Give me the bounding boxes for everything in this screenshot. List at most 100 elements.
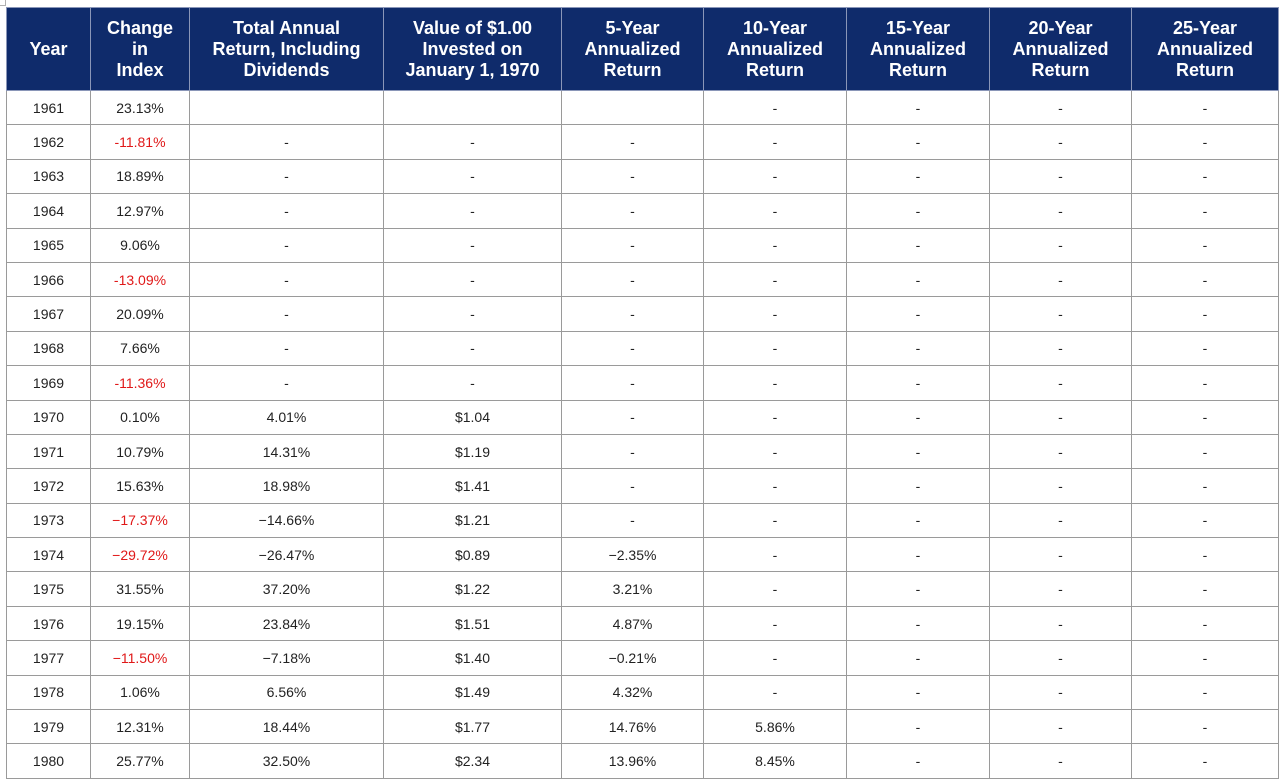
cell-10-year-return: - xyxy=(703,502,847,539)
table-row: 1971 10.79% 14.31% $1.19- - - - - xyxy=(6,433,1279,470)
cell-5-year-return: - xyxy=(561,296,704,332)
cell-20-year-return: - xyxy=(989,743,1132,779)
cell-20-year-return: - xyxy=(989,158,1132,195)
cell-10-year-return: 5.86% xyxy=(703,709,847,745)
header-year: Year xyxy=(6,7,91,91)
cell-15-year-return: - xyxy=(846,330,990,367)
cell-15-year-return: - xyxy=(846,502,990,539)
cell-value-invested: $0.89 xyxy=(383,537,562,573)
cell-change-in-index: 1.06% xyxy=(90,674,190,711)
cell-5-year-return: - xyxy=(561,433,704,470)
cell-15-year-return: - xyxy=(846,537,990,573)
cell-total-annual-return: −14.66% xyxy=(189,502,384,539)
cell-20-year-return: - xyxy=(989,365,1132,401)
cell-value-invested: - xyxy=(383,227,562,263)
cell-20-year-return: - xyxy=(989,89,1132,126)
cell-10-year-return: - xyxy=(703,158,847,195)
table-row: 1965 9.06% - - - - - - - xyxy=(6,227,1279,263)
cell-25-year-return: - xyxy=(1131,571,1279,607)
cell-15-year-return: - xyxy=(846,193,990,229)
cell-15-year-return: - xyxy=(846,365,990,401)
header-5-year-return: 5-Year Annualized Return xyxy=(561,7,704,91)
cell-value-invested: $1.04 xyxy=(383,399,562,435)
cell-25-year-return: - xyxy=(1131,640,1279,676)
cell-20-year-return: - xyxy=(989,261,1132,298)
cell-value-invested: $1.21 xyxy=(383,502,562,539)
table-row: 1961 23.13% - - - - xyxy=(6,89,1279,126)
cell-15-year-return: - xyxy=(846,674,990,711)
cell-change-in-index: −29.72% xyxy=(90,537,190,573)
cell-20-year-return: - xyxy=(989,227,1132,263)
cell-total-annual-return: - xyxy=(189,227,384,263)
cell-10-year-return: - xyxy=(703,296,847,332)
cell-10-year-return: - xyxy=(703,571,847,607)
cell-total-annual-return: −26.47% xyxy=(189,537,384,573)
table-row: 1975 31.55% 37.20% $1.22 3.21% - - - - xyxy=(6,571,1279,607)
header-20-year-return: 20-Year Annualized Return xyxy=(989,7,1132,91)
cell-value-invested: - xyxy=(383,296,562,332)
cell-25-year-return: - xyxy=(1131,193,1279,229)
cell-25-year-return: - xyxy=(1131,399,1279,435)
cell-value-invested: $1.77 xyxy=(383,709,562,745)
cell-10-year-return: - xyxy=(703,227,847,263)
cell-year: 1980 xyxy=(6,743,91,779)
table-row: 1978 1.06% 6.56% $1.49 4.32% - - - - xyxy=(6,674,1279,711)
cell-total-annual-return: - xyxy=(189,158,384,195)
cell-year: 1966 xyxy=(6,261,91,298)
cell-5-year-return: 3.21% xyxy=(561,571,704,607)
table-row: 1970 0.10% 4.01% $1.04- - - - - xyxy=(6,399,1279,435)
cell-20-year-return: - xyxy=(989,399,1132,435)
cell-20-year-return: - xyxy=(989,330,1132,367)
cell-5-year-return: - xyxy=(561,399,704,435)
header-total-annual-return: Total Annual Return, Including Dividends xyxy=(189,7,384,91)
cell-change-in-index: 19.15% xyxy=(90,605,190,642)
cell-year: 1963 xyxy=(6,158,91,195)
cell-total-annual-return: - xyxy=(189,296,384,332)
annual-returns-table: Year Change in Index Total Annual Return, … xyxy=(6,7,1279,779)
cell-year: 1967 xyxy=(6,296,91,332)
cell-10-year-return: - xyxy=(703,537,847,573)
cell-25-year-return: - xyxy=(1131,605,1279,642)
cell-15-year-return: - xyxy=(846,158,990,195)
header-15-year-return: 15-Year Annualized Return xyxy=(846,7,990,91)
cell-total-annual-return: 6.56% xyxy=(189,674,384,711)
corner-marker xyxy=(0,0,6,6)
cell-25-year-return: - xyxy=(1131,502,1279,539)
cell-change-in-index: -13.09% xyxy=(90,261,190,298)
cell-5-year-return xyxy=(561,89,704,126)
cell-15-year-return: - xyxy=(846,605,990,642)
cell-year: 1975 xyxy=(6,571,91,607)
cell-total-annual-return: 4.01% xyxy=(189,399,384,435)
cell-15-year-return: - xyxy=(846,296,990,332)
cell-change-in-index: 20.09% xyxy=(90,296,190,332)
cell-change-in-index: 12.31% xyxy=(90,709,190,745)
cell-15-year-return: - xyxy=(846,709,990,745)
table-row: 1973 −17.37% −14.66% $1.21- - - - - xyxy=(6,502,1279,539)
cell-10-year-return: - xyxy=(703,468,847,504)
table-row: 1972 15.63% 18.98% $1.41- - - - - xyxy=(6,468,1279,504)
cell-total-annual-return: 37.20% xyxy=(189,571,384,607)
header-value-invested: Value of $1.00 Invested on January 1, 19… xyxy=(383,7,562,91)
cell-5-year-return: 4.32% xyxy=(561,674,704,711)
cell-total-annual-return: −7.18% xyxy=(189,640,384,676)
cell-change-in-index: 15.63% xyxy=(90,468,190,504)
cell-total-annual-return: 14.31% xyxy=(189,433,384,470)
cell-10-year-return: - xyxy=(703,365,847,401)
cell-change-in-index: 23.13% xyxy=(90,89,190,126)
cell-value-invested: $1.51 xyxy=(383,605,562,642)
cell-year: 1970 xyxy=(6,399,91,435)
table-row: 1976 19.15% 23.84% $1.51 4.87% - - - - xyxy=(6,605,1279,642)
cell-change-in-index: 12.97% xyxy=(90,193,190,229)
returns-table-container: Year Change in Index Total Annual Return, … xyxy=(6,7,1279,779)
cell-25-year-return: - xyxy=(1131,433,1279,470)
cell-10-year-return: - xyxy=(703,605,847,642)
cell-value-invested: - xyxy=(383,330,562,367)
cell-value-invested: $1.40 xyxy=(383,640,562,676)
cell-10-year-return: - xyxy=(703,193,847,229)
cell-value-invested: - xyxy=(383,193,562,229)
cell-10-year-return: - xyxy=(703,124,847,160)
table-row: 1966 -13.09% - - - - - - - xyxy=(6,261,1279,298)
cell-10-year-return: - xyxy=(703,330,847,367)
cell-total-annual-return: - xyxy=(189,261,384,298)
cell-10-year-return: - xyxy=(703,89,847,126)
